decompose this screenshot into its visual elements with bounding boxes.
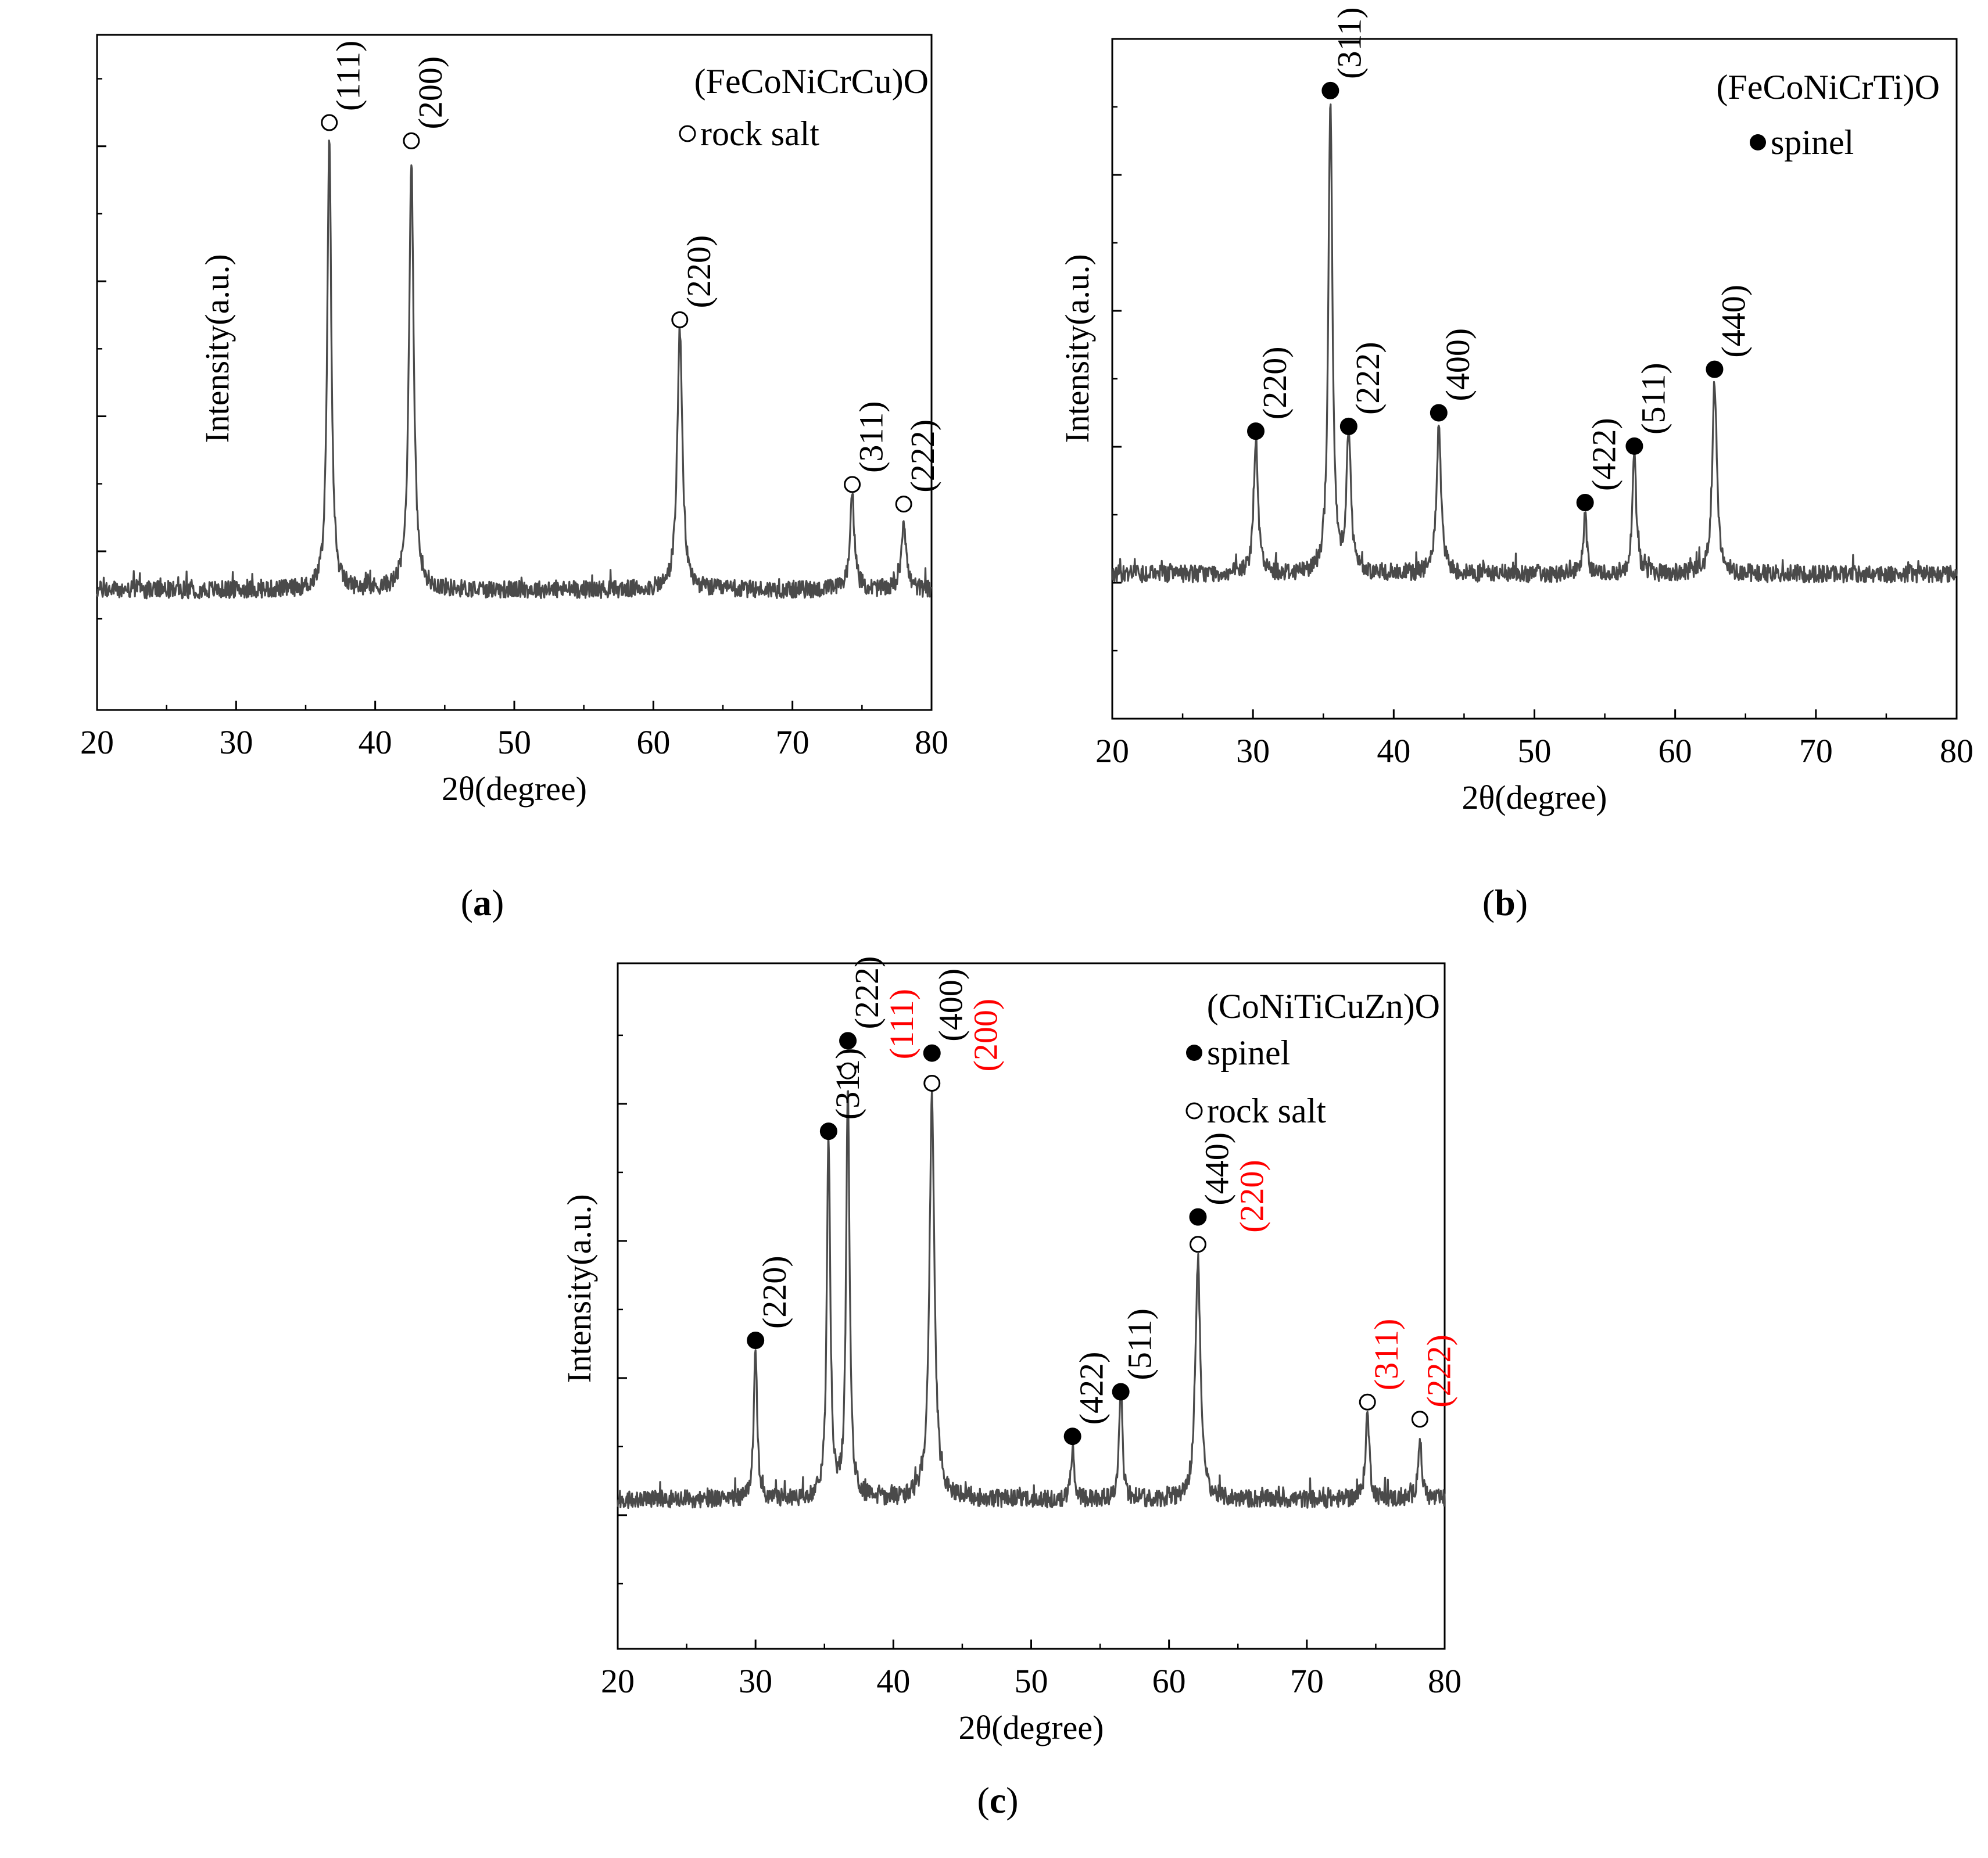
spinel-peak-marker [1625,437,1643,455]
rock-salt-peak-marker [923,1075,941,1092]
peak-hkl-label: (111) [883,989,920,1059]
x-tick-label: 50 [1518,732,1552,770]
x-tick-label: 30 [1236,732,1270,770]
peak-hkl-label: (311) [852,401,890,472]
peak-hkl-label: (400) [932,969,970,1042]
panel-label: (a) [461,882,504,923]
rock-salt-peak-marker [839,1062,857,1079]
xrd-series-line [617,1088,1446,1509]
peak-hkl-label: (311) [1330,7,1368,78]
peak-hkl-label: (440) [1714,285,1752,358]
rock-salt-peak-marker [671,311,689,328]
x-tick-label: 40 [1377,732,1410,770]
legend-rock-salt-marker [679,125,696,142]
panel-label: (b) [1482,882,1528,923]
peak-hkl-label: (311) [829,1048,866,1120]
chart-title: (CoNiTiCuZn)O [1207,987,1440,1025]
peak-hkl-label: (220) [680,235,718,309]
chart-title: (FeCoNiCrTi)O [1716,68,1940,106]
x-tick-label: 70 [776,723,809,761]
spinel-peak-marker [1576,493,1594,511]
rock-salt-peak-marker [1359,1393,1376,1411]
x-tick-label: 60 [636,723,670,761]
peak-hkl-label: (222) [1420,1335,1457,1408]
spinel-peak-marker [1189,1208,1207,1226]
x-tick-label: 80 [915,723,948,761]
peak-hkl-label: (440) [1198,1132,1235,1206]
legend-spinel-marker [1186,1045,1202,1061]
y-axis-label: Intensity(a.u.) [198,254,236,443]
spinel-peak-marker [1112,1383,1130,1401]
peak-hkl-label: (200) [411,56,449,130]
panel-c: 20 30 40 50 60 70 80 2θ(degree) Intensity(a.u.) (… [560,956,1462,1821]
x-tick-label: 60 [1659,732,1692,770]
panel-b: 20 30 40 50 60 70 80 2θ(degree) Intensity(a.u.) (… [1058,7,1973,923]
x-tick-label: 80 [1428,1662,1462,1700]
peak-hkl-label: (400) [1439,328,1477,401]
chart-title: (FeCoNiCrCu)O [694,62,929,101]
spinel-peak-marker [1339,417,1357,435]
peak-hkl-label: (111) [329,41,367,111]
xrd-series-line [96,139,932,600]
x-tick-label: 70 [1290,1662,1324,1700]
legend-label: rock salt [700,114,819,153]
spinel-peak-marker [1247,422,1265,440]
x-tick-label: 20 [80,723,114,761]
peak-hkl-label: (222) [1349,342,1387,415]
x-tick-label: 30 [739,1662,772,1700]
spinel-peak-marker [747,1332,765,1349]
xrd-series-line [1112,103,1958,584]
spinel-peak-marker [923,1044,941,1062]
peak-hkl-label: (311) [1367,1319,1405,1390]
x-tick-label: 30 [219,723,253,761]
x-tick-label: 80 [1940,732,1973,770]
peak-hkl-label: (422) [1073,1352,1111,1425]
x-tick-label: 50 [497,723,531,761]
x-tick-label: 70 [1799,732,1833,770]
y-axis-label: Intensity(a.u.) [560,1194,598,1383]
x-tick-label: 40 [876,1662,910,1700]
legend-spinel-marker [1750,134,1766,150]
x-tick-label: 20 [601,1662,635,1700]
x-tick-label: 40 [359,723,392,761]
panel-a: 20 30 40 50 60 70 80 2θ(degree) Intensity(a.u.) (… [80,34,948,923]
y-axis-label: Intensity(a.u.) [1058,254,1096,443]
panel-label: (c) [977,1780,1018,1821]
rock-salt-peak-marker [321,114,338,131]
x-axis-label: 2θ(degree) [959,1709,1104,1746]
plot-frame [617,962,1446,1650]
spinel-peak-marker [1321,81,1339,99]
legend-label: rock salt [1207,1092,1326,1130]
x-tick-label: 60 [1152,1662,1186,1700]
peak-hkl-label: (222) [904,419,941,493]
spinel-peak-marker [1430,404,1448,422]
spinel-peak-marker [839,1032,857,1050]
spinel-peak-marker [819,1122,837,1140]
spinel-peak-marker [1706,360,1724,378]
legend-label: spinel [1207,1034,1290,1072]
peak-hkl-label: (200) [967,999,1005,1072]
rock-salt-peak-marker [1189,1236,1206,1253]
x-tick-label: 20 [1095,732,1129,770]
peak-hkl-label: (222) [848,956,886,1030]
rock-salt-peak-marker [1411,1411,1428,1428]
peak-hkl-label: (422) [1585,418,1623,491]
x-axis-label: 2θ(degree) [1462,779,1607,816]
rock-salt-peak-marker [895,496,912,513]
legend-rock-salt-marker [1185,1102,1203,1120]
x-axis-label: 2θ(degree) [442,770,587,808]
legend-label: spinel [1771,123,1854,162]
peak-hkl-label: (220) [1233,1160,1270,1233]
x-tick-label: 50 [1015,1662,1048,1700]
peak-hkl-label: (220) [755,1256,793,1329]
rock-salt-peak-marker [403,132,420,149]
peak-hkl-label: (220) [1256,346,1294,419]
peak-hkl-label: (511) [1634,363,1672,434]
rock-salt-peak-marker [844,476,861,493]
peak-hkl-label: (511) [1121,1308,1159,1380]
spinel-peak-marker [1063,1427,1081,1445]
